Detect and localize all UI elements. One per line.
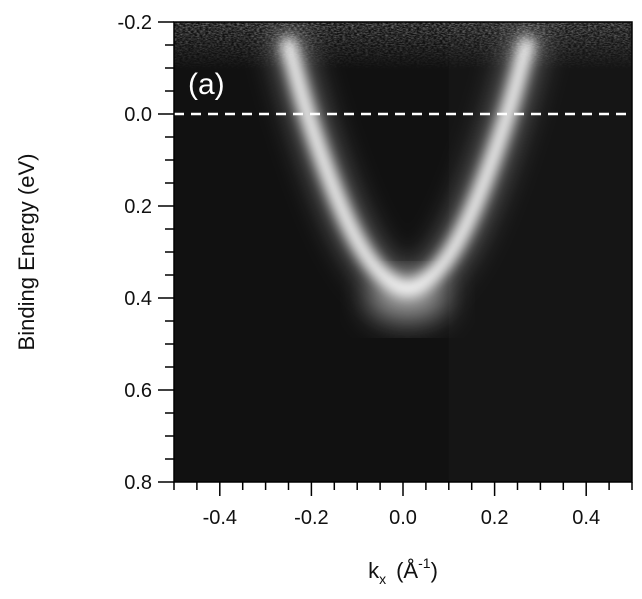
panel-label: (a) xyxy=(188,68,225,101)
x-tick-label: 0.0 xyxy=(389,507,417,529)
spectrum-background xyxy=(174,22,632,482)
spectrum-noise-band xyxy=(174,22,632,70)
y-tick-label: 0.2 xyxy=(124,196,152,218)
x-axis-title-subscript: x xyxy=(379,571,386,587)
x-tick-label: 0.4 xyxy=(572,507,600,529)
y-tick-label: -0.2 xyxy=(118,12,152,34)
y-tick-label: 0.8 xyxy=(124,472,152,494)
y-tick-label: 0.0 xyxy=(124,104,152,126)
band-bottom-glow xyxy=(365,275,450,324)
x-axis-title-superscript: -1 xyxy=(418,555,431,571)
x-tick-label: -0.2 xyxy=(294,507,328,529)
plot-area xyxy=(173,21,633,483)
y-axis-title: Binding Energy (eV) xyxy=(14,154,39,351)
x-axis-title-close: ) xyxy=(431,558,438,583)
x-axis-title: kx (Å-1) xyxy=(368,555,438,587)
x-axis-title-unit: (Å xyxy=(396,558,418,583)
y-axis: -0.2 0.0 0.2 0.4 0.6 0.8 xyxy=(118,12,174,494)
x-tick-label: -0.4 xyxy=(203,507,237,529)
x-tick-label: 0.2 xyxy=(481,507,509,529)
y-tick-label: 0.6 xyxy=(124,380,152,402)
x-axis-title-base: k xyxy=(368,558,380,583)
spectrum-right-shading xyxy=(448,22,632,482)
x-axis: -0.4 -0.2 0.0 0.2 0.4 xyxy=(173,482,633,529)
y-tick-label: 0.4 xyxy=(124,288,152,310)
